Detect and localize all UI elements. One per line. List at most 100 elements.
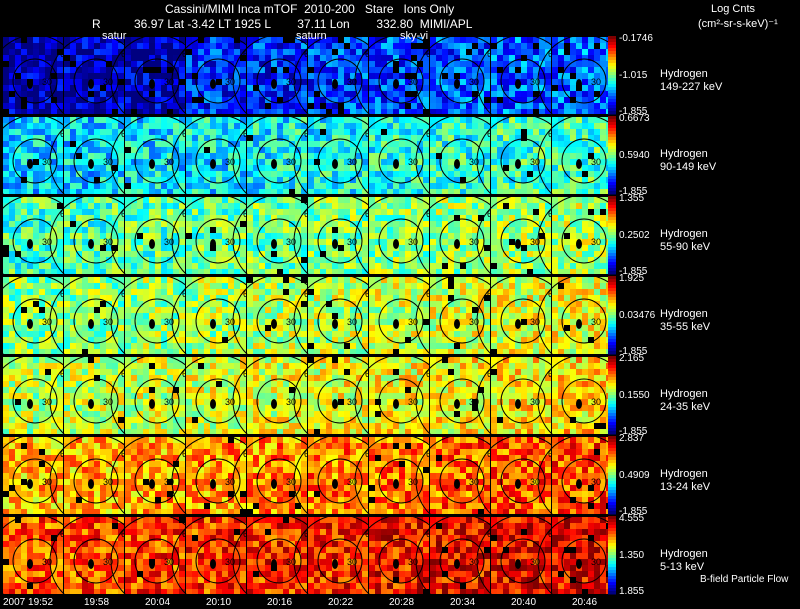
image-tile: 3060 <box>293 434 387 528</box>
svg-text:30: 30 <box>408 237 418 247</box>
svg-text:30: 30 <box>591 237 601 247</box>
svg-text:30: 30 <box>469 237 479 247</box>
svg-text:30: 30 <box>103 157 113 167</box>
svg-text:30: 30 <box>225 157 235 167</box>
image-tile: 3060 <box>171 514 265 608</box>
svg-text:30: 30 <box>42 317 52 327</box>
colorbar-mid: 1.350 <box>619 550 645 561</box>
x-tick-label: 20:16 <box>267 597 293 608</box>
svg-text:30: 30 <box>164 237 174 247</box>
x-tick-label: 20:28 <box>389 597 415 608</box>
energy-label: 55-90 keV <box>660 241 711 253</box>
x-tick-label: 19:58 <box>84 597 110 608</box>
image-tile: 3060 <box>476 514 570 608</box>
image-tile: 3060 <box>354 434 448 528</box>
svg-text:30: 30 <box>42 157 52 167</box>
x-tick-label: 20:22 <box>328 597 354 608</box>
svg-text:30: 30 <box>103 77 113 87</box>
image-tile: 3060 <box>537 354 631 448</box>
species-label: Hydrogen <box>660 388 708 400</box>
image-tile: 3060 <box>232 514 326 608</box>
image-tile: 3060 <box>293 114 387 208</box>
colorbar-max: 2.837 <box>619 433 645 444</box>
colorbar-min: -1.855 <box>619 186 648 197</box>
image-tile: 3060 <box>232 194 326 288</box>
image-tile: 3060 <box>354 514 448 608</box>
plot-title: Cassini/MIMI Inca mTOF 2010-200 Stare Io… <box>165 2 455 16</box>
svg-text:30: 30 <box>286 317 296 327</box>
colorbar-mid: 0.1550 <box>619 390 650 401</box>
image-tile: 3060 <box>537 514 631 608</box>
x-tick-label: 20:34 <box>450 597 476 608</box>
svg-text:30: 30 <box>286 157 296 167</box>
colorbar-mid: 0.2502 <box>619 230 650 241</box>
species-label: Hydrogen <box>660 468 708 480</box>
colorbar-min: -1.855 <box>619 346 648 357</box>
image-tile: 3060 <box>537 194 631 288</box>
image-tile: 3060 <box>171 354 265 448</box>
footer-note: B-field Particle Flow <box>700 574 789 585</box>
image-tile: 3060 <box>293 514 387 608</box>
overlay-label-sky: sky-vi <box>400 30 429 42</box>
overlay-label-satur: satur <box>102 30 127 42</box>
energy-label: 90-149 keV <box>660 161 717 173</box>
image-tile: 3060 <box>110 194 204 288</box>
image-tile: 3060 <box>232 354 326 448</box>
svg-text:30: 30 <box>103 317 113 327</box>
unit-subtitle: (cm²-sr-s-keV)⁻¹ <box>698 18 778 30</box>
colorbar-min: 1.855 <box>619 586 645 597</box>
colorbar-min: -1.855 <box>619 106 648 117</box>
svg-text:30: 30 <box>591 157 601 167</box>
colorbar <box>608 356 616 435</box>
svg-text:30: 30 <box>530 237 540 247</box>
image-tile: 3060 <box>232 434 326 528</box>
image-tile: 3060 <box>49 514 143 608</box>
x-tick-label: 2007 19:52 <box>3 597 54 608</box>
svg-text:30: 30 <box>225 237 235 247</box>
image-tile: 3060 <box>293 34 387 128</box>
image-tile: 3060 <box>0 514 82 608</box>
svg-text:30: 30 <box>530 77 540 87</box>
energy-label: 13-24 keV <box>660 481 711 493</box>
svg-text:30: 30 <box>286 77 296 87</box>
image-tile: 3060 <box>537 434 631 528</box>
image-tile: 3060 <box>354 34 448 128</box>
image-tile: 3060 <box>354 114 448 208</box>
svg-text:30: 30 <box>347 157 357 167</box>
svg-text:30: 30 <box>225 317 235 327</box>
colorbar-max: 2.165 <box>619 353 645 364</box>
colorbar <box>608 116 616 195</box>
colorbar-max: 1.355 <box>619 193 645 204</box>
image-tile: 3060 <box>537 34 631 128</box>
colorbar <box>608 36 616 115</box>
species-label: Hydrogen <box>660 308 708 320</box>
svg-text:30: 30 <box>225 77 235 87</box>
energy-label: 35-55 keV <box>660 321 711 333</box>
image-tile: 3060 <box>354 274 448 368</box>
svg-text:30: 30 <box>164 157 174 167</box>
svg-text:30: 30 <box>286 237 296 247</box>
colorbar-min: -1.855 <box>619 426 648 437</box>
x-tick-label: 20:04 <box>145 597 171 608</box>
svg-text:30: 30 <box>347 237 357 247</box>
image-tile: 3060 <box>293 274 387 368</box>
image-tile: 3060 <box>415 354 509 448</box>
image-tile: 3060 <box>49 34 143 128</box>
overlay-label-saturn: saturn <box>296 30 327 42</box>
image-tile: 3060 <box>49 354 143 448</box>
image-tile: 3060 <box>171 274 265 368</box>
svg-text:30: 30 <box>347 77 357 87</box>
colorbar-mid: 0.03476 <box>619 310 656 321</box>
image-tile: 3060 <box>415 274 509 368</box>
image-tile: 3060 <box>110 114 204 208</box>
image-tile: 3060 <box>232 274 326 368</box>
image-tile: 3060 <box>476 34 570 128</box>
x-tick-label: 20:46 <box>572 597 598 608</box>
energy-label: 24-35 keV <box>660 401 711 413</box>
svg-text:30: 30 <box>42 77 52 87</box>
image-tile: 3060 <box>415 514 509 608</box>
unit-title: Log Cnts <box>711 3 756 15</box>
x-tick-label: 20:40 <box>511 597 537 608</box>
colorbar-max: 4.555 <box>619 513 645 524</box>
